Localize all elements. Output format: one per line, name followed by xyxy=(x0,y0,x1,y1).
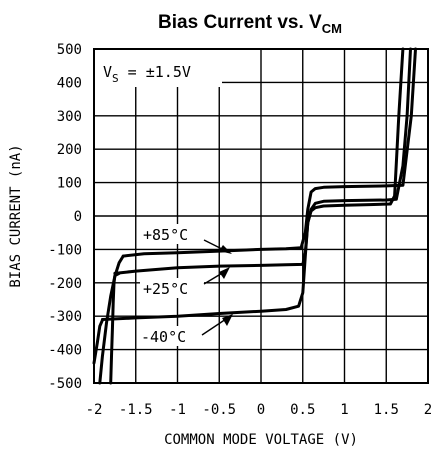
annotation-85c-leader xyxy=(203,239,225,251)
y-tick-label: -200 xyxy=(48,276,82,292)
annotation-minus40c-arrow xyxy=(222,314,233,326)
x-tick-label: 2 xyxy=(424,402,432,418)
series-minus-40c xyxy=(92,47,405,365)
y-tick-label: 0 xyxy=(74,209,82,225)
x-tick-label: 0 xyxy=(257,402,265,418)
series-line xyxy=(121,47,417,258)
plot-frame xyxy=(93,48,429,384)
y-tick-label: 300 xyxy=(57,109,82,125)
curves xyxy=(92,47,417,385)
x-tick-label: 1.5 xyxy=(374,402,399,418)
chart-title: Bias Current vs. VCM xyxy=(158,12,342,36)
y-tick-label: -100 xyxy=(48,242,82,258)
x-tick-label: -1 xyxy=(169,402,186,418)
annotation-85c-arrow xyxy=(219,245,232,254)
series-line xyxy=(109,271,121,385)
series-line xyxy=(100,47,405,321)
annotation-25c-label: +25°C xyxy=(143,280,188,298)
x-tick-label: -1.5 xyxy=(119,402,153,418)
annotation-85c-label: +85°C xyxy=(143,226,188,244)
annotation-minus40c-label: -40°C xyxy=(141,328,186,346)
y-axis-label: BIAS CURRENT (nA) xyxy=(8,144,24,287)
x-tick-label: -0.5 xyxy=(202,402,236,418)
annotation-25c: +25°C xyxy=(140,267,230,298)
tick-labels: -2 -1.5 -1 -0.5 0 0.5 1 1.5 2 500 400 300 200 100 0 -10… xyxy=(48,42,432,418)
y-tick-label: -500 xyxy=(48,376,82,392)
series-line xyxy=(98,254,125,385)
y-tick-label: -300 xyxy=(48,309,82,325)
x-tick-label: 0.5 xyxy=(290,402,315,418)
x-tick-label: -2 xyxy=(86,402,103,418)
y-tick-label: 500 xyxy=(57,42,82,58)
annotation-minus40c: -40°C xyxy=(138,314,233,346)
condition-label: VS = ±1.5V xyxy=(103,63,191,85)
y-tick-label: -400 xyxy=(48,343,82,359)
annotation-85c: +85°C xyxy=(140,224,232,254)
condition-box xyxy=(94,49,222,87)
y-tick-label: 400 xyxy=(57,75,82,91)
x-tick-label: 1 xyxy=(340,402,348,418)
series-line xyxy=(92,318,104,365)
annotation-25c-arrow xyxy=(219,267,230,279)
annotation-minus40c-leader xyxy=(201,318,227,336)
x-axis-label: COMMON MODE VOLTAGE (V) xyxy=(164,432,358,448)
y-tick-label: 100 xyxy=(57,176,82,192)
series-plusminus-85c xyxy=(98,47,417,385)
y-tick-label: 200 xyxy=(57,142,82,158)
